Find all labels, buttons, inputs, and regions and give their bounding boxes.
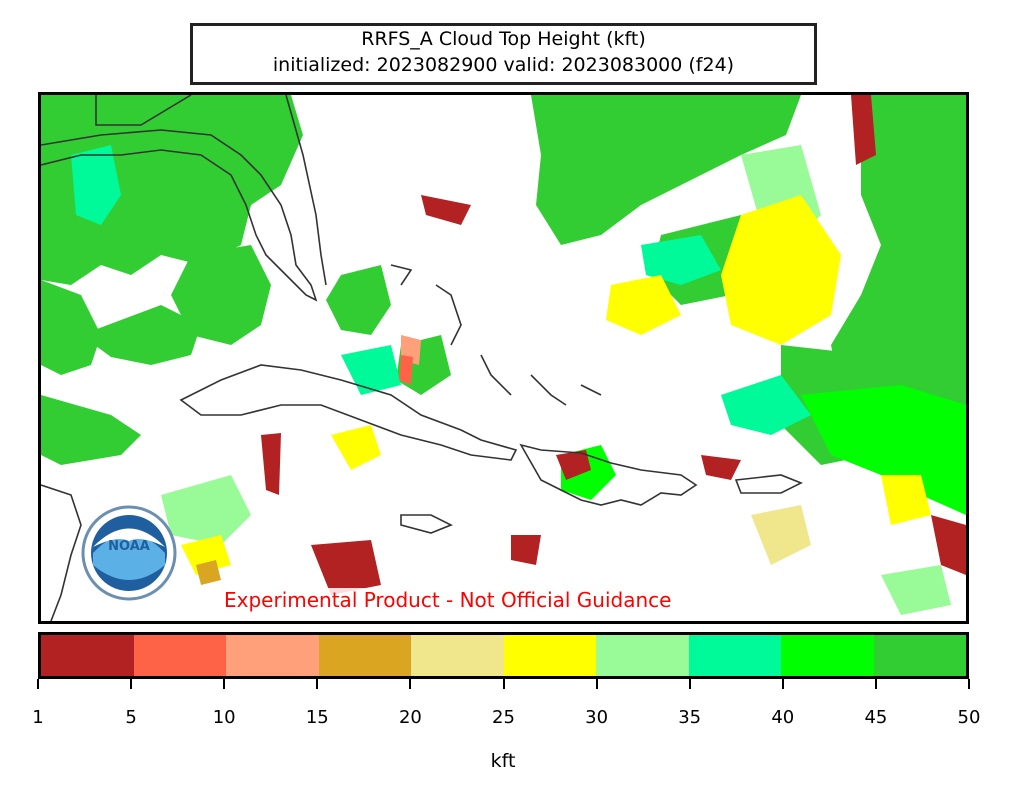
colorbar-tick bbox=[130, 679, 133, 689]
colorbar-tick-label: 1 bbox=[32, 707, 44, 728]
coastlines bbox=[41, 95, 803, 621]
colorbar-tick bbox=[316, 679, 319, 689]
colorbar-tick-label: 35 bbox=[678, 707, 702, 728]
map-panel: NOAA bbox=[38, 92, 969, 624]
colorbar-tick-label: 50 bbox=[957, 707, 981, 728]
colorbar-tick-label: 45 bbox=[864, 707, 888, 728]
cloud-field-15 bbox=[196, 505, 811, 585]
colorbar-tick bbox=[688, 679, 691, 689]
colorbar-segment bbox=[596, 635, 689, 676]
colorbar-segment bbox=[133, 635, 226, 676]
colorbar-tick bbox=[409, 679, 412, 689]
colorbar-segment bbox=[41, 635, 134, 676]
cloud-field-low bbox=[261, 95, 966, 595]
colorbar-tick-label: 40 bbox=[771, 707, 795, 728]
colorbar-segment bbox=[688, 635, 781, 676]
colorbar-tick bbox=[223, 679, 226, 689]
colorbar-segment bbox=[226, 635, 319, 676]
colorbar bbox=[38, 632, 969, 679]
colorbar-segment bbox=[318, 635, 411, 676]
colorbar-tick-label: 15 bbox=[305, 707, 329, 728]
colorbar-label: kft bbox=[490, 750, 516, 772]
colorbar-tick bbox=[37, 679, 39, 689]
colorbar-tick-label: 5 bbox=[125, 707, 137, 728]
colorbar-tick bbox=[968, 679, 970, 689]
colorbar-tick-label: 30 bbox=[585, 707, 609, 728]
noaa-logo-text: NOAA bbox=[108, 539, 150, 554]
cloud-field-35 bbox=[71, 145, 811, 435]
colorbar-tick-label: 20 bbox=[398, 707, 422, 728]
colorbar-segment bbox=[503, 635, 596, 676]
colorbar-tick-label: 10 bbox=[212, 707, 236, 728]
disclaimer-text: Experimental Product - Not Official Guid… bbox=[222, 588, 674, 612]
map-subtitle: initialized: 2023082900 valid: 202308300… bbox=[272, 54, 735, 76]
colorbar-tick bbox=[595, 679, 598, 689]
noaa-logo: NOAA bbox=[81, 505, 177, 601]
colorbar-tick-label: 25 bbox=[492, 707, 515, 728]
cloud-field-25 bbox=[181, 195, 931, 575]
cloud-field-high bbox=[41, 95, 966, 465]
colorbar-segment bbox=[873, 635, 966, 676]
colorbar-tick bbox=[874, 679, 877, 689]
colorbar-tick bbox=[502, 679, 505, 689]
colorbar-tick bbox=[781, 679, 784, 689]
colorbar-segment bbox=[411, 635, 504, 676]
cloud-top-map: NOAA bbox=[41, 95, 966, 621]
map-title: RRFS_A Cloud Top Height (kft) bbox=[361, 28, 646, 50]
map-title-box: RRFS_A Cloud Top Height (kft) initialize… bbox=[190, 23, 817, 85]
colorbar-segment bbox=[781, 635, 874, 676]
